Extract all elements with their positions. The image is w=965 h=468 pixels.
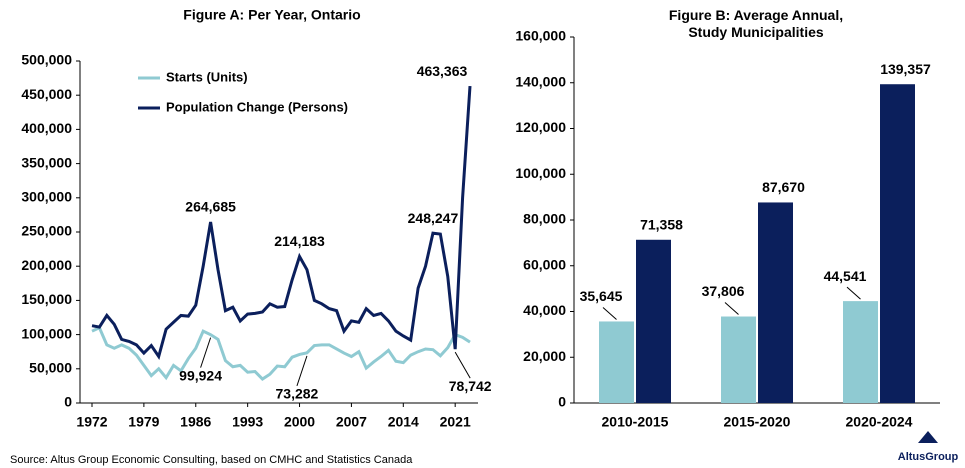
- y-tick-label: 300,000: [21, 189, 72, 205]
- leader-line: [454, 351, 471, 379]
- legend-label: Population Change (Persons): [166, 99, 348, 114]
- leader-line: [296, 355, 308, 387]
- leader-line: [724, 302, 739, 315]
- bar: [880, 84, 915, 404]
- leader-line: [846, 286, 861, 300]
- x-tick-label: 2015-2020: [724, 414, 791, 430]
- data-label: 44,541: [824, 268, 867, 284]
- chart-a-title: Figure A: Per Year, Ontario: [183, 7, 360, 23]
- bar: [843, 301, 878, 403]
- y-tick-label: 400,000: [21, 120, 72, 136]
- data-label: 214,183: [274, 233, 325, 249]
- data-label: 264,685: [185, 199, 236, 215]
- y-tick-label: 20,000: [523, 348, 566, 364]
- chart-b-title: Figure B: Average Annual, Study Municipal…: [669, 7, 843, 40]
- y-tick-label: 100,000: [515, 165, 566, 181]
- source-note: Source: Altus Group Economic Consulting,…: [10, 454, 413, 466]
- line-series: [91, 85, 472, 361]
- x-tick-label: 2000: [284, 414, 315, 430]
- x-tick-label: 2014: [388, 414, 419, 430]
- data-label: 87,670: [762, 179, 805, 195]
- data-label: 248,247: [408, 210, 459, 226]
- data-label: 71,358: [640, 216, 683, 232]
- x-tick-label: 1979: [128, 414, 159, 430]
- y-tick-label: 160,000: [515, 28, 566, 44]
- y-tick-label: 120,000: [515, 119, 566, 135]
- bar: [599, 321, 634, 403]
- x-tick-label: 2021: [440, 414, 471, 430]
- logo-icon: [918, 431, 938, 443]
- data-label: 78,742: [449, 378, 492, 394]
- line-series: [91, 325, 471, 381]
- y-tick-label: 40,000: [523, 302, 566, 318]
- logo-text: AltusGroup: [898, 451, 959, 463]
- y-tick-label: 150,000: [21, 291, 72, 307]
- data-label: 139,357: [880, 61, 931, 77]
- bar: [636, 239, 671, 403]
- data-label: 99,924: [179, 367, 222, 383]
- leader-line: [602, 307, 617, 320]
- y-tick-label: 0: [558, 394, 566, 410]
- y-tick-label: 450,000: [21, 86, 72, 102]
- x-tick-label: 2010-2015: [602, 414, 669, 430]
- y-tick-label: 140,000: [515, 73, 566, 89]
- y-tick-label: 500,000: [21, 52, 72, 68]
- y-tick-label: 0: [64, 394, 72, 410]
- y-tick-label: 80,000: [523, 211, 566, 227]
- bar: [758, 202, 793, 403]
- data-label: 73,282: [276, 386, 319, 402]
- bar: [721, 316, 756, 403]
- y-tick-label: 350,000: [21, 154, 72, 170]
- data-label: 35,645: [580, 288, 623, 304]
- legend-label: Starts (Units): [166, 69, 248, 84]
- data-label: 463,363: [417, 63, 468, 79]
- x-tick-label: 1972: [76, 414, 107, 430]
- x-tick-label: 2007: [336, 414, 367, 430]
- y-tick-label: 60,000: [523, 256, 566, 272]
- y-tick-label: 200,000: [21, 257, 72, 273]
- x-tick-label: 2020-2024: [846, 414, 913, 430]
- y-tick-label: 250,000: [21, 223, 72, 239]
- y-tick-label: 100,000: [21, 325, 72, 341]
- leader-line: [200, 337, 212, 368]
- data-label: 37,806: [702, 283, 745, 299]
- x-tick-label: 1993: [232, 414, 263, 430]
- x-tick-label: 1986: [180, 414, 211, 430]
- y-tick-label: 50,000: [29, 360, 72, 376]
